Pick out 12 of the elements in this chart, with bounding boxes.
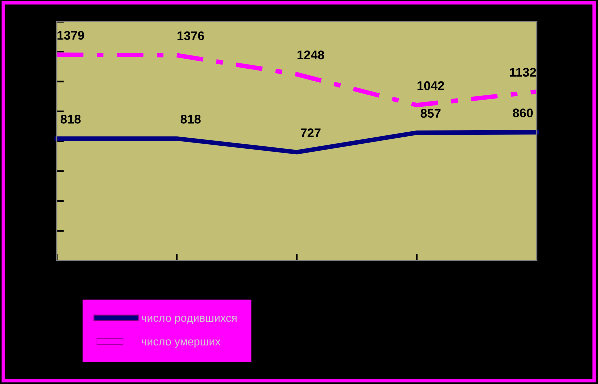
- data-label: 860: [513, 108, 534, 118]
- legend-label: число умерших: [142, 340, 221, 348]
- data-label: 818: [180, 114, 201, 124]
- data-label: 1379: [58, 31, 84, 40]
- data-label: 1248: [298, 50, 324, 60]
- legend-label: число родившихся: [142, 316, 237, 324]
- data-label: 1042: [418, 82, 444, 90]
- data-label: 857: [420, 109, 441, 118]
- data-label: 818: [60, 114, 81, 124]
- data-label: 1376: [178, 32, 204, 41]
- data-label: 727: [301, 128, 321, 138]
- data-label: 1132: [510, 68, 536, 77]
